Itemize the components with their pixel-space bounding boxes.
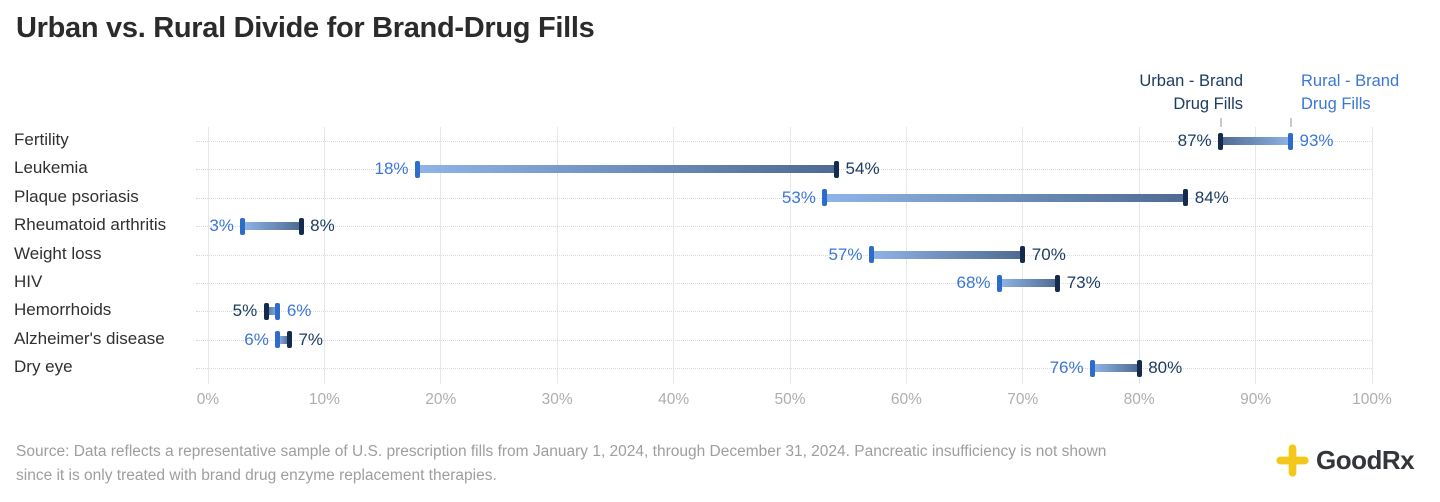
- range-bar: [277, 335, 290, 344]
- range-bar: [266, 307, 278, 316]
- urban-tick: [263, 302, 269, 320]
- legend-urban-line2: Drug Fills: [1173, 95, 1243, 113]
- rural-tick: [240, 217, 246, 235]
- urban-tick: [298, 217, 304, 235]
- axis-tick-label: 60%: [890, 391, 922, 408]
- legend-urban-line1: Urban - Brand: [1139, 72, 1243, 90]
- urban-value-label: 87%: [1177, 131, 1212, 150]
- urban-value-label: 7%: [298, 329, 324, 349]
- range-bar: [242, 222, 302, 231]
- urban-tick: [1183, 189, 1189, 207]
- range-bar: [824, 193, 1186, 202]
- rural-tick: [868, 246, 874, 264]
- rural-tick: [822, 189, 828, 207]
- gridline: [1371, 127, 1373, 384]
- category-label: Fertility: [14, 130, 69, 149]
- legend-rural-line2: Drug Fills: [1301, 95, 1371, 113]
- legend-rural-dash: [1289, 118, 1292, 127]
- row-guide: [196, 283, 1372, 284]
- urban-tick: [834, 160, 840, 178]
- goodrx-cross-icon: [1276, 444, 1309, 477]
- urban-tick: [1136, 359, 1142, 377]
- axis-tick-label: 80%: [1123, 391, 1155, 408]
- rural-tick: [997, 274, 1003, 292]
- urban-value-label: 84%: [1194, 187, 1229, 207]
- legend-urban: Urban - Brand Drug Fills: [1139, 70, 1243, 116]
- rural-value-label: 53%: [781, 187, 816, 207]
- axis-tick-label: 20%: [425, 391, 457, 408]
- axis-tick-label: 10%: [308, 391, 340, 408]
- urban-tick: [286, 331, 292, 349]
- category-label: Dry eye: [14, 357, 73, 377]
- rural-value-label: 18%: [374, 159, 409, 179]
- rural-tick: [1288, 132, 1294, 150]
- axis-tick-label: 50%: [774, 391, 806, 408]
- axis-tick-label: 90%: [1240, 391, 1272, 408]
- row-guide: [196, 226, 1372, 228]
- source-note: Source: Data reflects a representative s…: [16, 443, 1107, 484]
- urban-value-label: 80%: [1148, 358, 1183, 378]
- rural-tick: [275, 302, 281, 320]
- urban-value-label: 70%: [1031, 244, 1066, 264]
- row-guide: [196, 254, 1372, 256]
- legend-urban-dash: [1219, 118, 1222, 127]
- range-bar: [1220, 137, 1291, 145]
- axis-tick-label: 0%: [196, 391, 220, 408]
- rural-value-label: 57%: [828, 244, 863, 264]
- rural-tick: [415, 160, 421, 178]
- urban-tick: [1055, 274, 1061, 292]
- row-guide: [196, 141, 1372, 142]
- rural-value-label: 76%: [1049, 358, 1084, 378]
- category-label: HIV: [14, 272, 43, 291]
- range-bar: [1092, 364, 1140, 373]
- axis-tick-label: 70%: [1007, 391, 1039, 408]
- rural-tick: [275, 331, 281, 349]
- rural-value-label: 93%: [1299, 131, 1334, 150]
- range-bar: [417, 165, 837, 174]
- urban-value-label: 5%: [232, 301, 258, 321]
- row-guide: [196, 311, 1372, 313]
- axis-tick-label: 30%: [541, 391, 573, 408]
- urban-value-label: 73%: [1066, 273, 1101, 292]
- category-label: Plaque psoriasis: [14, 186, 139, 206]
- category-label: Hemorrhoids: [14, 300, 112, 320]
- goodrx-logo-text: GoodRx: [1316, 445, 1415, 475]
- rural-tick: [1090, 359, 1096, 377]
- range-bar: [871, 250, 1023, 259]
- chart-title: Urban vs. Rural Divide for Brand-Drug Fi…: [16, 12, 595, 44]
- urban-tick: [1020, 246, 1026, 264]
- row-guide: [196, 197, 1372, 199]
- axis-tick-label: 40%: [658, 391, 690, 408]
- rural-value-label: 68%: [956, 273, 991, 292]
- urban-tick: [1218, 132, 1224, 150]
- legend-rural-line1: Rural - Brand: [1301, 72, 1400, 90]
- rural-value-label: 3%: [209, 216, 234, 236]
- rural-value-label: 6%: [244, 329, 269, 349]
- category-label: Alzheimer's disease: [14, 328, 165, 348]
- category-label: Weight loss: [14, 243, 102, 263]
- goodrx-logo: GoodRx: [1276, 444, 1415, 477]
- axis-tick-label: 100%: [1352, 391, 1392, 408]
- category-label: Rheumatoid arthritis: [14, 215, 167, 235]
- rural-value-label: 6%: [286, 301, 312, 321]
- row-guide: [196, 339, 1372, 341]
- category-label: Leukemia: [14, 158, 88, 178]
- legend-rural: Rural - Brand Drug Fills: [1301, 70, 1399, 116]
- urban-value-label: 54%: [845, 159, 880, 179]
- range-bar: [999, 279, 1058, 287]
- urban-value-label: 8%: [310, 216, 335, 236]
- row-guide: [196, 368, 1372, 370]
